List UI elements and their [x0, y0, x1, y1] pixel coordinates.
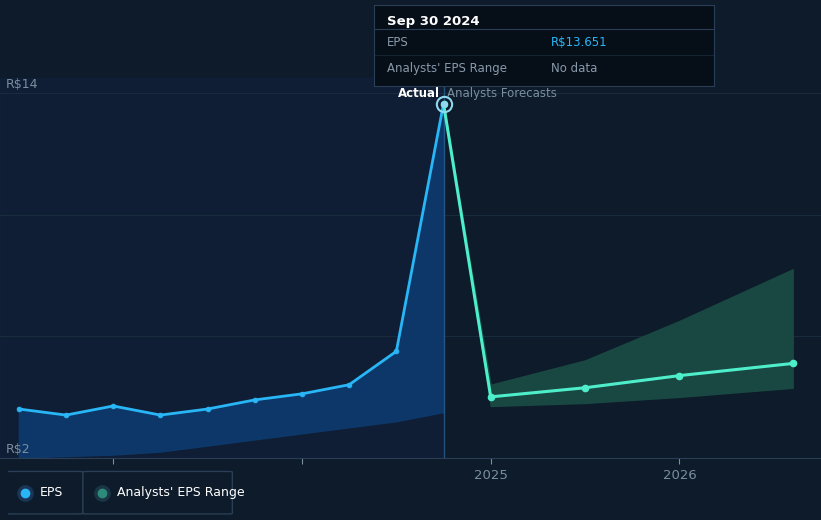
Text: R$2: R$2	[6, 444, 30, 457]
Text: Sep 30 2024: Sep 30 2024	[388, 15, 479, 28]
Text: Analysts Forecasts: Analysts Forecasts	[447, 87, 557, 100]
Text: No data: No data	[551, 61, 597, 74]
Text: Analysts' EPS Range: Analysts' EPS Range	[117, 486, 245, 499]
Text: Actual: Actual	[397, 87, 440, 100]
FancyBboxPatch shape	[6, 472, 83, 514]
FancyBboxPatch shape	[83, 472, 232, 514]
Text: EPS: EPS	[40, 486, 63, 499]
Text: EPS: EPS	[388, 36, 409, 49]
Bar	[0, 78, 443, 458]
Text: Analysts' EPS Range: Analysts' EPS Range	[388, 61, 507, 74]
Text: R$14: R$14	[6, 78, 38, 91]
Text: R$13.651: R$13.651	[551, 36, 608, 49]
